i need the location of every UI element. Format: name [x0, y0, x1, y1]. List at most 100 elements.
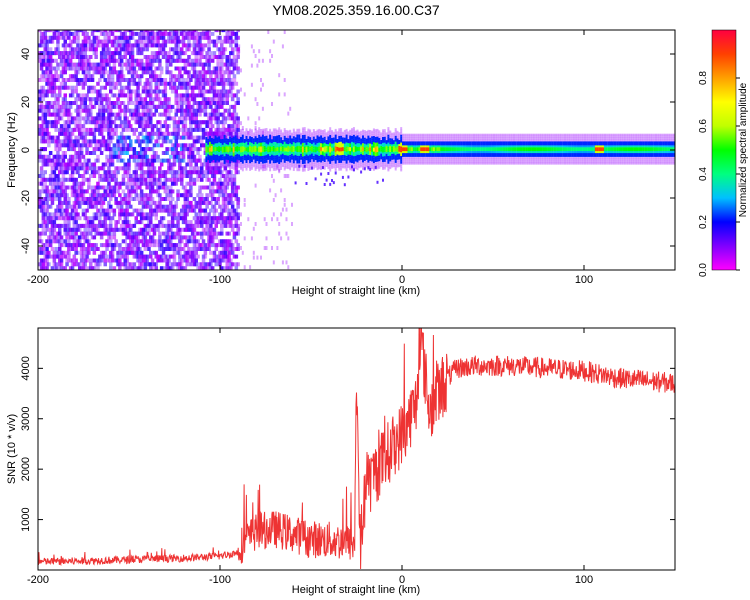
heatmap-cell: [234, 231, 239, 236]
heatmap-cell: [112, 55, 117, 59]
heatmap-cell: [161, 216, 166, 221]
heatmap-cell: [74, 108, 78, 113]
heatmap-cell: [127, 170, 131, 175]
heatmap-cell: [267, 163, 270, 166]
heatmap-cell: [134, 31, 138, 36]
heatmap-cell: [192, 70, 197, 75]
heatmap-cell: [52, 177, 57, 182]
heatmap-cell: [260, 165, 262, 168]
heatmap-cell: [52, 235, 57, 240]
heatmap-cell: [159, 30, 164, 33]
heatmap-cell: [39, 51, 44, 56]
heatmap-cell: [129, 212, 133, 217]
heatmap-cell: [210, 89, 215, 94]
heatmap-cell: [220, 146, 222, 149]
heatmap-cell: [98, 254, 102, 259]
heatmap-cell: [110, 254, 115, 259]
heatmap-cell: [229, 39, 233, 44]
heatmap-cell: [229, 223, 233, 228]
heatmap-cell: [245, 160, 248, 163]
heatmap-cell: [201, 208, 206, 213]
heatmap-cell: [196, 266, 200, 270]
heatmap-cell: [214, 104, 218, 109]
heatmap-cell: [272, 168, 275, 171]
heatmap-cell: [209, 160, 212, 163]
heatmap-cell: [141, 135, 146, 140]
heatmap-cell: [287, 167, 290, 170]
heatmap-cell: [143, 204, 148, 209]
heatmap-cell: [245, 149, 248, 152]
heatmap-cell: [232, 193, 237, 198]
heatmap-cell: [289, 166, 292, 169]
heatmap-cell: [45, 81, 49, 86]
heatmap-cell: [58, 108, 62, 113]
heatmap-cell: [192, 35, 197, 40]
heatmap-cell: [149, 177, 153, 182]
heatmap-cell: [203, 250, 208, 255]
heatmap-cell: [118, 124, 122, 129]
heatmap-cell: [220, 135, 222, 138]
heatmap-cell: [112, 66, 117, 71]
heatmap-cell: [59, 258, 64, 263]
heatmap-cell: [170, 243, 175, 248]
heatmap-cell: [163, 239, 168, 244]
heatmap-cell: [274, 149, 277, 152]
heatmap-cell: [185, 220, 189, 225]
heatmap-cell: [216, 104, 220, 109]
heatmap-cell: [283, 155, 286, 158]
heatmap-cell: [129, 250, 133, 255]
heatmap-cell: [61, 193, 66, 198]
heatmap-cell: [79, 223, 84, 228]
heatmap-cell: [234, 266, 239, 270]
heatmap-cell: [189, 193, 193, 198]
heatmap-cell: [129, 204, 133, 209]
heatmap-cell: [232, 78, 237, 82]
heatmap-cell: [285, 153, 288, 156]
heatmap-cell: [165, 193, 169, 198]
heatmap-cell: [92, 116, 97, 121]
heatmap-cell: [189, 131, 193, 136]
heatmap-cell: [61, 55, 66, 59]
heatmap-cell: [154, 239, 158, 244]
heatmap-cell: [136, 254, 140, 259]
heatmap-cell: [260, 129, 262, 132]
heatmap-cell: [136, 220, 140, 225]
heatmap-cell: [249, 157, 252, 160]
heatmap-cell: [180, 120, 184, 125]
heatmap-cell: [132, 243, 137, 248]
heatmap-cell: [161, 104, 166, 109]
heatmap-cell: [63, 85, 67, 90]
heatmap-cell: [59, 74, 64, 79]
heatmap-cell: [147, 39, 151, 44]
heatmap-cell: [119, 212, 124, 217]
heatmap-cell: [225, 247, 229, 251]
heatmap-cell: [116, 43, 120, 48]
heatmap-cell: [98, 124, 102, 129]
heatmap-cell: [169, 108, 173, 113]
heatmap-cell: [230, 181, 235, 186]
heatmap-cell: [174, 58, 178, 63]
heatmap-cell: [67, 258, 71, 263]
heatmap-cell: [252, 153, 255, 156]
heatmap-cell: [83, 55, 87, 59]
heatmap-cell: [43, 30, 47, 33]
heatmap-cell: [94, 143, 98, 148]
heatmap-cell: [152, 243, 157, 248]
heatmap-cell: [45, 185, 49, 190]
heatmap-cell: [260, 132, 262, 135]
heatmap-cell: [87, 97, 91, 102]
heatmap-cell: [176, 266, 180, 270]
heatmap-cell: [59, 62, 64, 67]
heatmap-cell: [236, 185, 240, 190]
heatmap-cell: [138, 74, 142, 79]
heatmap-cell: [138, 93, 142, 98]
heatmap-cell: [158, 177, 162, 182]
heatmap-cell: [285, 147, 288, 150]
heatmap-cell: [227, 150, 230, 153]
heatmap-cell: [103, 170, 107, 175]
heatmap-cell: [79, 58, 84, 63]
heatmap-cell: [48, 47, 53, 52]
heatmap-cell: [223, 247, 228, 251]
heatmap-cell: [59, 143, 64, 148]
heatmap-cell: [145, 243, 149, 248]
